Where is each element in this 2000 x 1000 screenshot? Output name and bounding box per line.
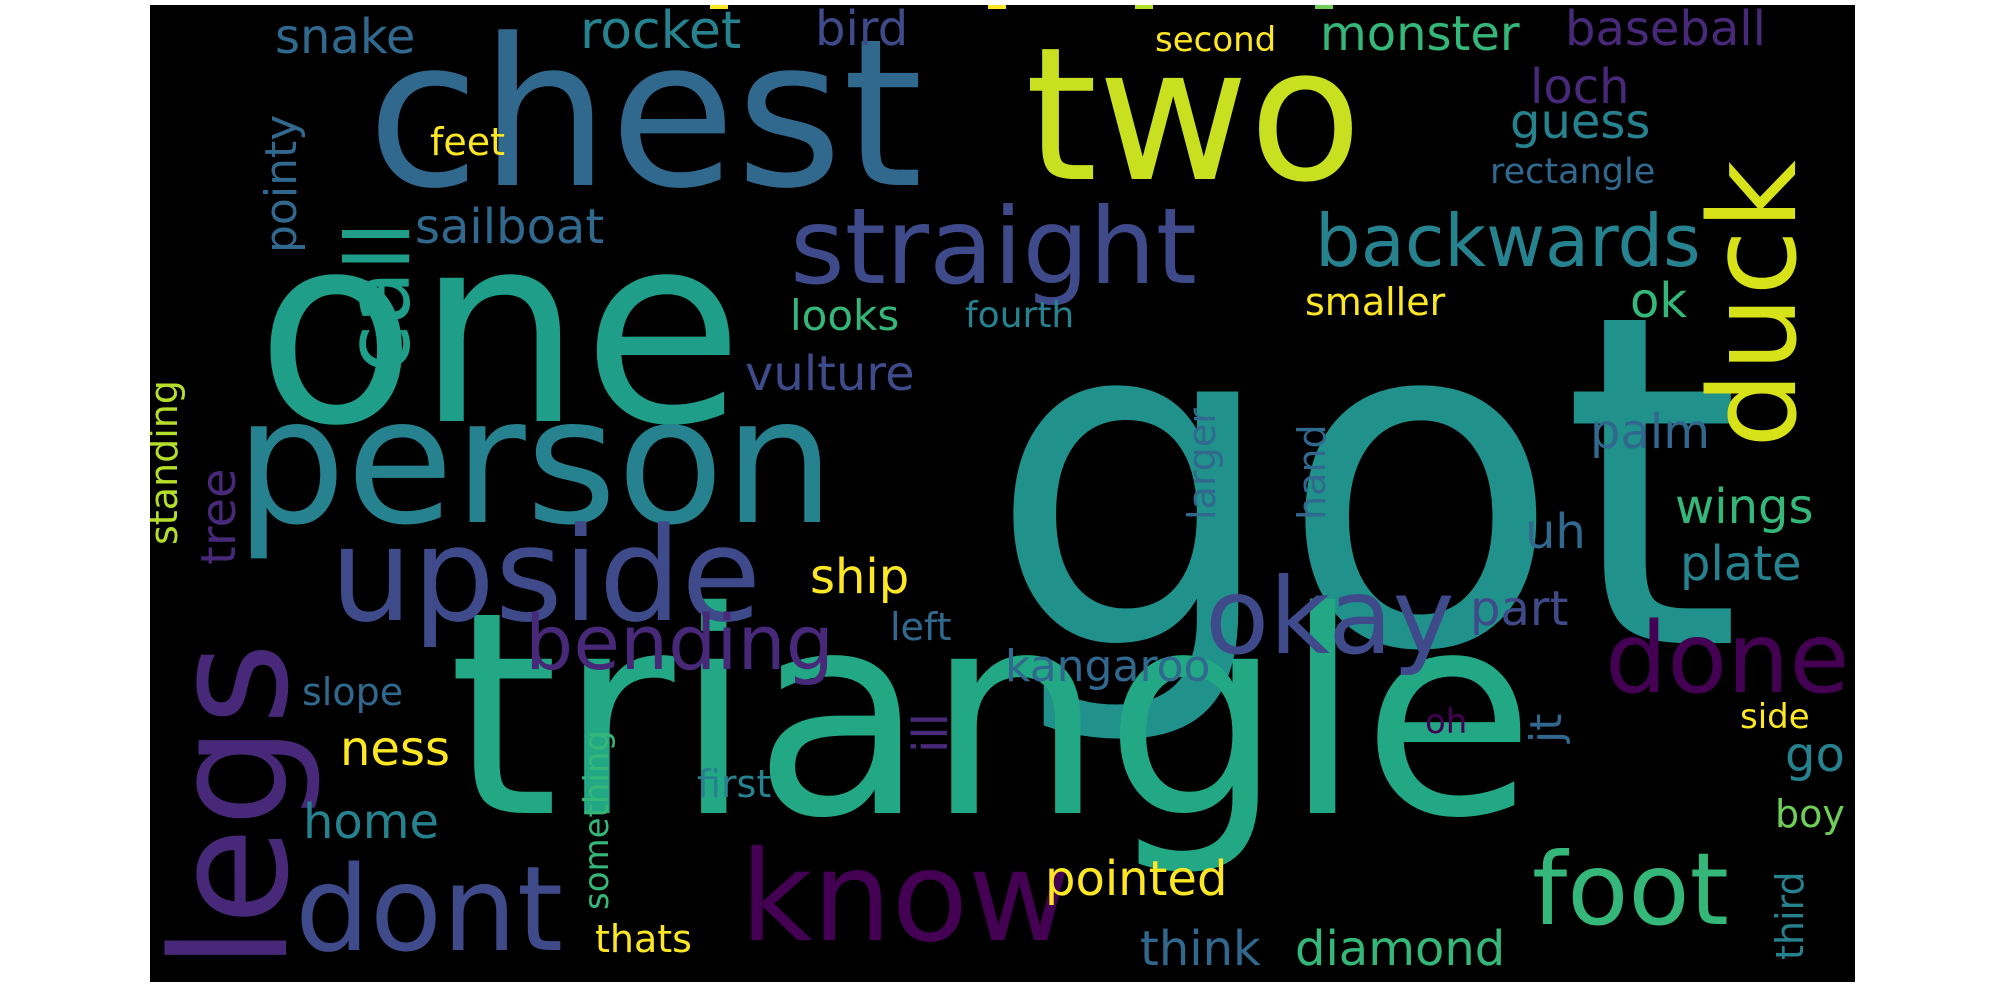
- word-call: call: [327, 221, 430, 373]
- word-done: done: [1605, 602, 1850, 716]
- word-foot: foot: [1532, 831, 1729, 948]
- word-first: first: [697, 762, 772, 806]
- word-vulture: vulture: [745, 346, 915, 402]
- word-boy: boy: [1775, 792, 1845, 836]
- word-bird: bird: [815, 5, 909, 57]
- cropped-fragment: [988, 5, 1006, 9]
- word-third: third: [1768, 871, 1812, 960]
- word-feet: feet: [430, 120, 506, 164]
- word-guess: guess: [1510, 94, 1651, 150]
- word-slope: slope: [302, 670, 404, 714]
- word-pointed: pointed: [1045, 851, 1228, 907]
- cropped-fragment: [1315, 5, 1333, 9]
- word-two: two: [1025, 7, 1363, 223]
- word-got: got: [988, 217, 1742, 752]
- word-baseball: baseball: [1565, 5, 1766, 57]
- word-fourth: fourth: [965, 295, 1075, 336]
- word-smaller: smaller: [1305, 280, 1446, 324]
- word-wings: wings: [1675, 479, 1814, 535]
- word-uh: uh: [1525, 504, 1586, 560]
- word-straight: straight: [790, 186, 1197, 308]
- word-jt: jt: [1521, 713, 1572, 743]
- word-larger: larger: [1180, 408, 1224, 520]
- word-cloud: got triangle one chest two person legs u…: [150, 5, 1855, 982]
- word-thats: thats: [595, 917, 692, 961]
- word-duck: duck: [1685, 160, 1824, 448]
- word-pointy: pointy: [256, 114, 307, 253]
- word-ship: ship: [810, 549, 910, 605]
- word-chest: chest: [367, 5, 923, 234]
- word-think: think: [1140, 921, 1261, 977]
- word-rocket: rocket: [580, 5, 742, 61]
- word-part: part: [1470, 581, 1569, 637]
- word-tree: tree: [191, 468, 247, 565]
- word-bending: bending: [525, 598, 834, 687]
- word-legs: legs: [150, 642, 324, 970]
- word-okay: okay: [1205, 556, 1455, 678]
- word-ok: ok: [1630, 273, 1688, 329]
- word-left: left: [890, 605, 952, 649]
- word-second: second: [1155, 20, 1277, 60]
- word-plate: plate: [1680, 536, 1802, 592]
- word-oh: oh: [1425, 702, 1468, 742]
- word-side: side: [1740, 697, 1810, 737]
- word-loch: loch: [1530, 59, 1630, 115]
- word-triangle: triangle: [448, 551, 1536, 880]
- word-kangaroo: kangaroo: [1005, 641, 1211, 692]
- cropped-fragment: [710, 5, 728, 9]
- word-ill: ill: [903, 712, 959, 753]
- word-monster: monster: [1320, 6, 1520, 62]
- word-looks: looks: [790, 291, 900, 340]
- word-go: go: [1785, 727, 1845, 783]
- word-sailboat: sailboat: [415, 199, 605, 255]
- word-dont: dont: [295, 840, 564, 978]
- word-person: person: [235, 361, 835, 564]
- word-ness: ness: [340, 721, 450, 777]
- word-one: one: [256, 178, 744, 483]
- word-diamond: diamond: [1295, 921, 1506, 977]
- word-standing: standing: [150, 380, 186, 545]
- word-snake: snake: [275, 9, 416, 65]
- word-rectangle: rectangle: [1490, 152, 1656, 192]
- word-palm: palm: [1590, 404, 1710, 460]
- cropped-fragment: [1135, 5, 1153, 9]
- word-home: home: [303, 794, 440, 850]
- word-know: know: [740, 825, 1071, 970]
- word-something: something: [577, 729, 617, 910]
- word-backwards: backwards: [1315, 199, 1701, 283]
- word-hand: hand: [1290, 424, 1334, 520]
- word-upside: upside: [330, 499, 762, 651]
